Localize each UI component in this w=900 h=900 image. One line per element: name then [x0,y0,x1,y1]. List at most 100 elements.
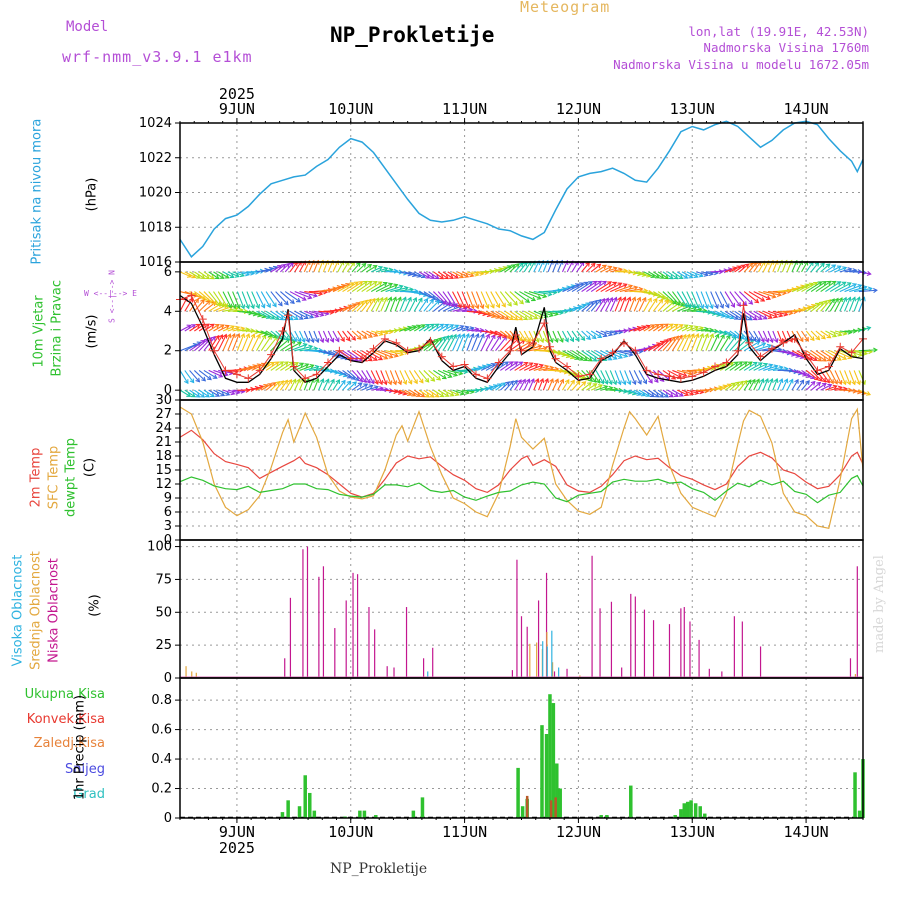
wind-arrow [787,285,805,293]
wind-arrow-head [668,323,674,329]
wind-arrow-head [768,363,774,369]
wind-arrow-head [231,303,237,309]
wind-gust-marker [267,350,276,359]
wind-arrow [767,378,773,391]
wind-arrow [189,271,201,279]
wind-arrow-head [768,377,774,383]
x-tick-label-bottom: 12JUN [556,823,601,841]
wind-arrow [194,389,205,398]
wind-arrow [198,389,210,398]
y-tick-label: 0.8 [151,693,172,708]
wind-arrow [672,271,683,279]
precip-total-bar [558,788,562,818]
wind-arrow [332,330,340,342]
wind-arrow [705,333,714,351]
wind-arrow-head [218,334,224,340]
wind-arrow-head [250,333,256,339]
wind-arrow [227,333,236,351]
wind-arrow [351,262,361,273]
wind-gust-marker [665,372,674,381]
wind-arrow [567,305,582,312]
wind-arrow [346,261,355,273]
wind-arrow [605,282,622,293]
wind-arrow [830,330,842,336]
wind-arrow [428,337,442,352]
wind-arrow [356,383,368,391]
wind-arrow-head [526,337,531,343]
wind-arrow-head [763,362,769,368]
wind-arrow-head [278,301,283,307]
wind-arrow [576,350,593,362]
wind-arrow [767,330,774,343]
wind-gust-marker [335,346,344,355]
wind-arrow-head [222,333,228,339]
wind-arrow [595,330,608,337]
wind-arrow [179,370,189,384]
wind-arrow-head [284,300,289,306]
wind-arrow [395,327,407,332]
y-tick-label: 21 [155,435,172,450]
wind-arrow-head [295,297,301,303]
wind-arrow-head [445,301,451,307]
wind-arrow-head [771,293,777,299]
wind-arrow-head [383,266,389,272]
wind-arrow [738,291,753,305]
wind-arrow [753,363,768,371]
y-tick-label: 27 [155,407,172,422]
wind-arrow [561,330,569,342]
wind-arrow [524,345,542,352]
wind-arrow [810,350,827,362]
wind-arrow [638,271,651,277]
wind-arrow [715,310,730,319]
wind-arrow-head [746,379,752,385]
wind-arrow [652,299,663,312]
wind-arrow-head [739,334,745,340]
precip-total-bar [540,725,544,818]
wind-arrow-head [673,274,679,280]
wind-arrow [829,265,842,273]
wind-arrow-head [738,361,744,366]
wind-arrow-head [508,315,514,321]
x-tick-label-top: 10JUN [328,100,373,118]
y-tick-label: 0 [164,671,172,686]
wind-arrow-head [587,382,592,387]
wind-arrow [361,299,372,312]
wind-arrow [370,282,388,293]
wind-arrow [648,389,659,398]
wind-arrow [232,389,245,393]
wind-arrow-head [597,333,603,338]
wind-arrow [447,291,458,308]
wind-arrow-head [805,380,810,385]
wind-arrow [638,370,647,384]
wind-arrow-head [505,334,511,339]
wind-arrow-head [191,324,196,329]
wind-arrow-head [459,273,465,279]
wind-arrow [633,389,646,397]
wind-arrow [442,389,454,397]
wind-arrow-head [538,314,544,319]
wind-arrow [212,334,223,351]
wind-arrow-head [378,355,384,361]
wind-arrow [743,310,757,321]
wind-arrow-head [279,315,285,321]
x-tick-label-bottom: 10JUN [328,823,373,841]
wind-arrow-head [852,328,858,334]
wind-arrow-head [575,380,581,386]
wind-gust-marker [323,358,332,367]
wind-arrow-head [836,281,842,286]
wind-arrow-head [223,303,228,309]
wind-arrow [719,291,730,308]
wind-gust-marker [198,315,207,324]
wind-arrow [270,361,284,371]
wind-arrow [729,330,741,339]
wind-arrow [375,297,384,312]
wind-arrow [332,379,340,391]
wind-arrow [710,310,725,318]
y-tick-label: 0 [164,811,172,826]
wind-arrow [528,310,543,319]
wind-arrow-head [607,355,613,361]
wind-arrow-head [219,324,225,329]
wind-arrow-head [220,391,226,397]
wind-arrow-head [465,332,470,339]
wind-arrow-head [817,356,823,362]
